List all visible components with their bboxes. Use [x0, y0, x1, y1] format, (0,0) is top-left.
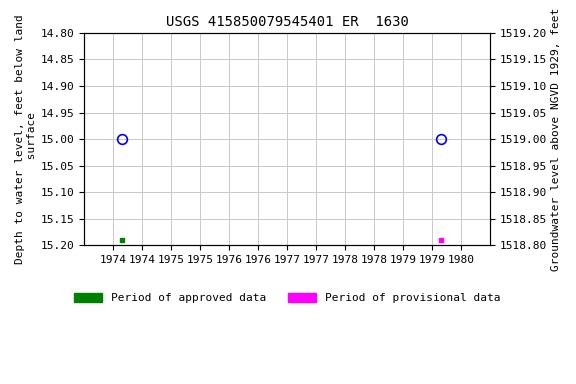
Y-axis label: Depth to water level, feet below land
 surface: Depth to water level, feet below land su… — [15, 14, 37, 264]
Legend: Period of approved data, Period of provisional data: Period of approved data, Period of provi… — [70, 288, 505, 308]
Title: USGS 415850079545401 ER  1630: USGS 415850079545401 ER 1630 — [166, 15, 408, 29]
Y-axis label: Groundwater level above NGVD 1929, feet: Groundwater level above NGVD 1929, feet — [551, 8, 561, 271]
